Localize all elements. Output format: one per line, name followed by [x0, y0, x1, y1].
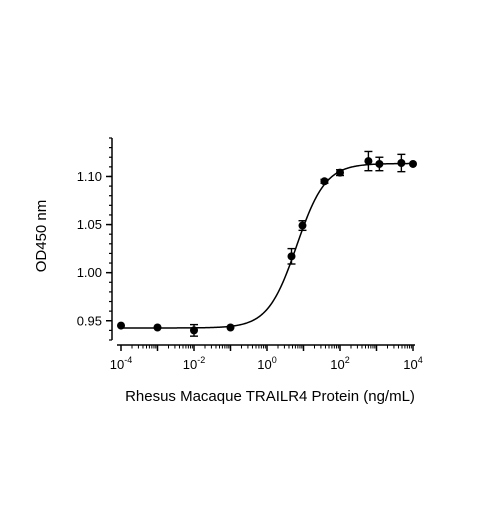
x-tick-label: 100 [257, 355, 276, 372]
y-tick-label: 0.95 [77, 313, 102, 328]
data-point [320, 177, 329, 186]
data-points-layer [117, 150, 417, 337]
fit-curve [121, 162, 414, 329]
data-point [153, 323, 162, 332]
y-axis: 0.95 1.00 1.05 1.10 [77, 137, 113, 341]
y-tick-label: 1.05 [77, 217, 102, 232]
data-point [397, 159, 406, 168]
y-tick-label: 1.00 [77, 265, 102, 280]
x-tick-label: 102 [330, 355, 349, 372]
fit-curve-layer [121, 162, 414, 329]
data-point [364, 157, 373, 166]
y-axis-label: OD450 nm [33, 200, 50, 273]
data-point [409, 159, 417, 168]
x-axis: 10-4 10-2 100 102 104 [110, 344, 423, 372]
data-point [375, 159, 384, 168]
x-tick-label: 10-4 [110, 355, 132, 372]
data-point [287, 252, 296, 261]
data-point [298, 221, 307, 230]
data-point [117, 321, 125, 330]
data-point [190, 326, 198, 335]
y-tick-label: 1.10 [77, 169, 102, 184]
x-tick-label: 104 [403, 355, 422, 372]
x-axis-label: Rhesus Macaque TRAILR4 Protein (ng/mL) [125, 388, 415, 405]
data-point [226, 323, 235, 332]
data-point [336, 168, 344, 177]
x-tick-label: 10-2 [183, 355, 205, 372]
